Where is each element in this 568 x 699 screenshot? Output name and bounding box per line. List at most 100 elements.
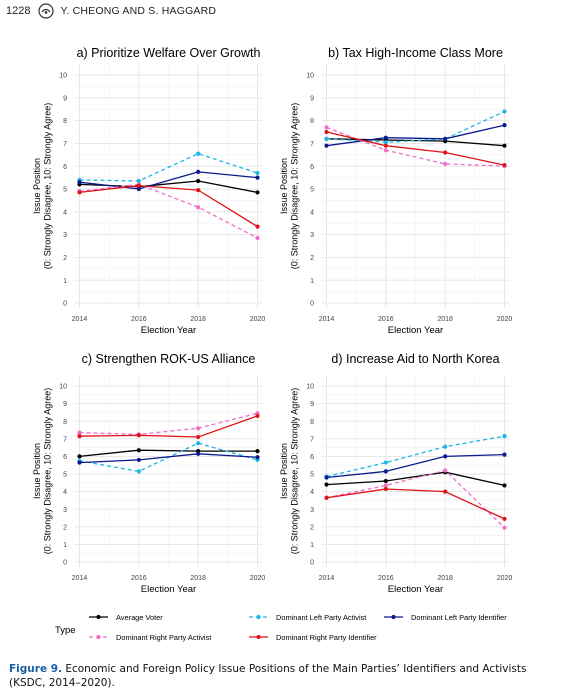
y-tick-label: 9 (63, 401, 67, 408)
data-point (136, 457, 141, 463)
chart-panel-1: 0 1 2 3 4 5 6 7 8 9 10 2014 2016 2018 2020 a) Prioritiz… (32, 46, 265, 336)
series-line-dominant-left-activist (326, 110, 505, 143)
y-tick-label: 4 (310, 489, 314, 496)
y-tick-label: 6 (310, 454, 314, 461)
data-point (443, 454, 448, 459)
series-line-dominant-left-identifier (79, 453, 258, 464)
legend-label: Dominant Left Party Activist (276, 613, 366, 622)
data-point (502, 434, 507, 439)
x-tick-label: 2016 (131, 316, 147, 323)
y-tick-label: 3 (310, 232, 314, 239)
y-tick-label: 8 (310, 118, 314, 125)
data-point (443, 468, 448, 473)
x-tick-label: 2016 (378, 316, 394, 323)
legend-key-point (96, 634, 101, 640)
chart-title: b) Tax High-Income Class More (328, 46, 503, 60)
journal-logo-icon (38, 3, 55, 19)
data-point (383, 148, 388, 153)
y-tick-label: 6 (63, 454, 67, 461)
y-tick-label: 5 (63, 472, 67, 479)
y-tick-label: 2 (63, 524, 67, 531)
data-point (502, 162, 507, 168)
data-point (136, 469, 141, 474)
data-point (383, 135, 388, 140)
data-point (136, 183, 141, 188)
y-tick-label: 10 (306, 73, 314, 80)
y-axis-label-line: Issue Position (279, 158, 289, 214)
chart-panel-3: 0 1 2 3 4 5 6 7 8 9 10 2014 2016 2018 2020 c) Strengthe… (32, 352, 265, 595)
x-tick-label: 2014 (319, 316, 335, 323)
data-point (502, 525, 507, 530)
y-tick-label: 10 (59, 384, 67, 391)
y-tick-label: 7 (310, 141, 314, 148)
series-line-dominant-right-activist (326, 469, 505, 529)
data-point (502, 143, 507, 148)
data-point (77, 434, 82, 439)
data-point (136, 178, 141, 184)
data-point (196, 441, 201, 446)
y-axis-label-line: (0: Strongly Disagree, 10: Strongly Agre… (290, 388, 300, 555)
legend-key-point (256, 634, 261, 640)
data-point (255, 224, 260, 229)
data-point (255, 170, 260, 176)
data-point (136, 448, 141, 453)
legend-title: Type (55, 625, 76, 636)
series-line-dominant-right-activist (79, 412, 258, 436)
page-number: 1228 (6, 5, 31, 17)
y-tick-label: 7 (63, 141, 67, 148)
data-point (196, 426, 201, 431)
y-axis-label: Issue Position(0: Strongly Disagree, 10:… (32, 388, 53, 555)
series-line-average-voter (326, 471, 505, 487)
y-axis-label: Issue Position(0: Strongly Disagree, 10:… (279, 103, 300, 270)
series-line-dominant-left-identifier (326, 453, 505, 479)
legend-key-point (391, 614, 396, 620)
data-point (136, 433, 141, 438)
data-point (196, 434, 201, 440)
figure-caption-text: Economic and Foreign Policy Issue Positi… (9, 663, 527, 689)
series-line-dominant-left-activist (326, 435, 505, 478)
data-point (77, 460, 82, 465)
y-tick-label: 4 (310, 209, 314, 216)
series-line-dominant-left-identifier (79, 171, 258, 190)
data-point (77, 190, 82, 195)
x-axis-label: Election Year (141, 584, 196, 595)
legend-label: Dominant Right Party Activist (116, 633, 211, 642)
x-tick-label: 2020 (250, 316, 266, 323)
y-tick-label: 0 (310, 560, 314, 567)
x-tick-label: 2018 (190, 575, 206, 582)
y-axis-label-line: Issue Position (279, 443, 289, 499)
y-tick-label: 9 (310, 401, 314, 408)
y-tick-label: 9 (63, 95, 67, 102)
y-tick-label: 2 (63, 255, 67, 262)
data-point (255, 413, 260, 419)
series-line-dominant-right-activist (79, 183, 258, 239)
data-point (324, 475, 329, 480)
x-tick-label: 2014 (72, 575, 88, 582)
x-tick-label: 2018 (190, 316, 206, 323)
data-point (502, 109, 507, 114)
data-point (255, 455, 260, 460)
y-tick-label: 0 (63, 301, 67, 308)
series-line-dominant-right-identifier (326, 488, 505, 520)
x-tick-label: 2014 (319, 575, 335, 582)
y-tick-label: 2 (310, 524, 314, 531)
x-tick-label: 2016 (131, 575, 147, 582)
data-point (77, 180, 82, 185)
x-axis-label: Election Year (388, 325, 443, 336)
y-tick-label: 0 (63, 560, 67, 567)
x-tick-label: 2020 (497, 316, 513, 323)
running-header: 1228 Y. CHEONG AND S. HAGGARD (6, 2, 216, 20)
y-tick-label: 1 (310, 542, 314, 549)
data-point (255, 190, 260, 195)
data-point (255, 235, 260, 241)
y-tick-label: 5 (310, 472, 314, 479)
running-header-authors: Y. CHEONG AND S. HAGGARD (60, 5, 217, 17)
y-tick-label: 1 (63, 542, 67, 549)
data-point (324, 125, 329, 130)
y-tick-label: 8 (63, 118, 67, 125)
data-point (502, 123, 507, 128)
data-point (383, 483, 388, 488)
y-axis-label: Issue Position(0: Strongly Disagree, 10:… (279, 388, 300, 555)
x-tick-label: 2014 (72, 316, 88, 323)
